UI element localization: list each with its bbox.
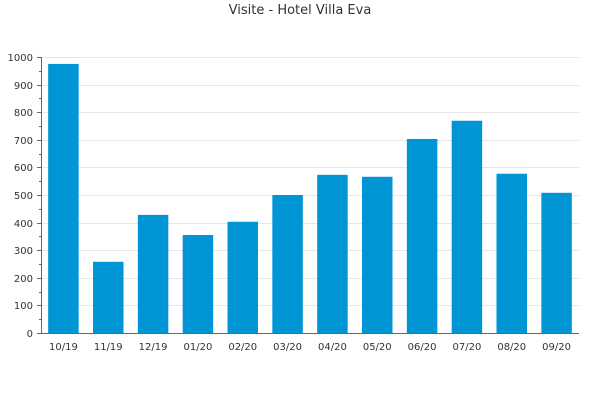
y-tick-label: 700 xyxy=(14,136,33,147)
axes xyxy=(37,57,579,334)
x-tick-label: 01/20 xyxy=(184,342,213,353)
bars xyxy=(48,63,572,334)
y-tick-label: 200 xyxy=(14,274,33,285)
y-tick-label: 1000 xyxy=(8,53,33,64)
x-tick-label: 02/20 xyxy=(228,342,257,353)
bar xyxy=(406,138,438,333)
x-tick-label: 05/20 xyxy=(363,342,392,353)
y-tick-label: 500 xyxy=(14,191,33,202)
y-tick-label: 600 xyxy=(14,163,33,174)
x-tick-label: 04/20 xyxy=(318,342,347,353)
bar xyxy=(451,120,483,333)
bar xyxy=(182,235,214,333)
y-tick-label: 300 xyxy=(14,246,33,257)
chart-title: Visite - Hotel Villa Eva xyxy=(228,3,372,18)
x-tick-label: 03/20 xyxy=(273,342,302,353)
bar xyxy=(541,192,572,333)
x-tick-labels: 10/19 11/19 12/19 01/20 02/20 03/20 04/20 05/20… xyxy=(49,342,571,353)
bar xyxy=(137,214,169,333)
bar xyxy=(496,173,527,333)
bar xyxy=(362,176,393,333)
gridlines xyxy=(41,57,579,306)
x-tick-label: 09/20 xyxy=(542,342,571,353)
x-tick-label: 10/19 xyxy=(49,342,78,353)
y-tick-label: 400 xyxy=(14,219,33,230)
bar xyxy=(93,261,124,333)
y-tick-label: 0 xyxy=(27,329,33,340)
y-tick-label: 900 xyxy=(14,81,33,92)
x-tick-label: 07/20 xyxy=(453,342,482,353)
y-tick-label: 800 xyxy=(14,108,33,119)
y-tick-label: 100 xyxy=(14,301,33,312)
x-tick-label: 11/19 xyxy=(94,342,123,353)
bar xyxy=(272,195,303,333)
x-tick-label: 08/20 xyxy=(497,342,526,353)
bar xyxy=(227,221,258,333)
x-tick-label: 06/20 xyxy=(408,342,437,353)
bar xyxy=(48,63,79,334)
y-tick-labels: 0 100 200 300 400 500 600 700 800 900 1000 xyxy=(8,53,33,340)
x-tick-label: 12/19 xyxy=(139,342,168,353)
bar xyxy=(317,174,348,333)
